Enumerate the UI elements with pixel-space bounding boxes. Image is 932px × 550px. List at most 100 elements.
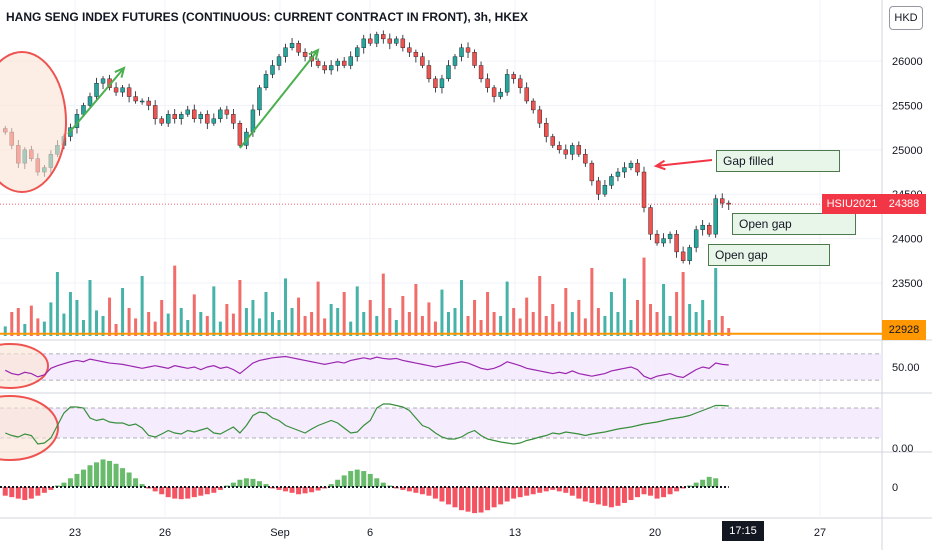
candle-body <box>387 38 393 44</box>
currency-badge[interactable]: HKD <box>889 6 923 30</box>
histogram-bar <box>87 465 93 487</box>
rsi-line <box>4 355 729 380</box>
annotation-open-gap-2[interactable]: Open gap <box>708 244 830 266</box>
candle-body <box>700 225 705 230</box>
histogram-bar <box>354 469 360 487</box>
histogram-bar <box>543 487 549 492</box>
annotation-gap-filled[interactable]: Gap filled <box>716 150 840 172</box>
volume-bar <box>505 281 509 336</box>
trend-arrow-2 <box>239 49 319 149</box>
candle-body <box>687 247 692 261</box>
histogram-bar <box>361 471 367 487</box>
trend-arrow-1 <box>67 67 125 135</box>
volume-bar <box>310 312 314 336</box>
histogram-bar <box>165 487 171 498</box>
candle-body <box>381 34 386 40</box>
x-tick-label: 27 <box>814 527 826 539</box>
volume-bar <box>329 304 333 336</box>
volume-bar <box>270 312 274 336</box>
candle-body <box>602 185 608 195</box>
x-tick-label: 20 <box>649 527 661 539</box>
volume-bar <box>147 312 151 336</box>
candle-body <box>270 65 275 75</box>
candle-body <box>615 171 621 177</box>
volume-bar <box>616 312 620 336</box>
volume-bar <box>134 318 138 336</box>
histogram-bar <box>485 487 491 511</box>
histogram-bar <box>198 487 204 496</box>
candle-body <box>537 109 542 124</box>
histogram-bar <box>419 487 425 495</box>
histogram-bar <box>569 487 575 496</box>
histogram-bar <box>380 482 386 487</box>
candle-body <box>192 109 197 119</box>
candle-body <box>446 65 451 80</box>
histogram-bar <box>517 487 523 498</box>
candle-body <box>276 56 282 66</box>
histogram-bar <box>211 487 217 493</box>
histogram-bar <box>126 472 132 487</box>
candle-body <box>426 65 432 80</box>
candle-body <box>713 198 718 235</box>
volume-bar <box>362 312 366 336</box>
histogram-bar <box>439 487 445 502</box>
histogram-bar <box>667 487 673 495</box>
x-tick-label: Sep <box>270 527 290 539</box>
last-price-label: 24388 <box>882 194 926 214</box>
histogram-bar <box>185 487 191 499</box>
candle-body <box>439 78 445 88</box>
highlight-ellipse-stoch <box>0 395 59 461</box>
volume-bar <box>277 320 281 336</box>
candle-body <box>531 100 536 111</box>
candle-body <box>648 207 653 235</box>
histogram-bar <box>432 487 438 499</box>
price-tick-label: 25000 <box>892 145 923 157</box>
volume-bar <box>538 276 542 336</box>
histogram-bar <box>465 487 471 512</box>
histogram-bar <box>41 487 47 493</box>
annotation-open-gap-1[interactable]: Open gap <box>732 213 856 235</box>
volume-bar <box>140 276 144 336</box>
histogram-bar <box>615 487 621 506</box>
histogram-bar <box>100 459 106 487</box>
candle-body <box>113 87 119 93</box>
volume-bar <box>192 294 196 336</box>
volume-bar <box>649 304 653 336</box>
volume-bar <box>179 308 183 336</box>
volume-bar <box>570 312 574 336</box>
volume-bar <box>635 300 639 336</box>
histogram-bar <box>556 487 562 492</box>
histogram-bar <box>22 487 28 501</box>
candle-body <box>596 180 601 195</box>
candle-body <box>720 198 725 204</box>
histogram-bar <box>309 487 315 493</box>
histogram-bar <box>634 487 640 498</box>
volume-bar <box>81 320 85 336</box>
volume-bar <box>75 300 79 336</box>
candle-body <box>674 233 679 253</box>
histogram-bar <box>367 473 373 487</box>
candle-body <box>544 122 549 137</box>
histogram-bar <box>706 476 712 487</box>
volume-bar <box>264 292 268 336</box>
volume-bar <box>153 321 157 336</box>
volume-bar <box>29 305 33 336</box>
volume-bar <box>199 312 203 336</box>
histogram-bar <box>491 487 497 508</box>
histogram-bar <box>94 462 100 487</box>
candle-body <box>120 87 125 93</box>
hline-price-label: 22928 <box>882 320 926 340</box>
histogram-bar <box>459 487 465 511</box>
candle-body <box>231 114 236 124</box>
volume-bar <box>642 257 646 336</box>
histogram-bar <box>28 487 34 499</box>
volume-bar <box>544 316 548 336</box>
histogram-bar <box>48 487 54 490</box>
candle-body <box>400 38 406 48</box>
volume-bar <box>49 302 53 336</box>
candle-body <box>94 83 99 97</box>
candle-body <box>517 78 523 88</box>
symbol-label: HSIU2021 <box>822 194 882 214</box>
x-tick-label: 26 <box>159 527 171 539</box>
